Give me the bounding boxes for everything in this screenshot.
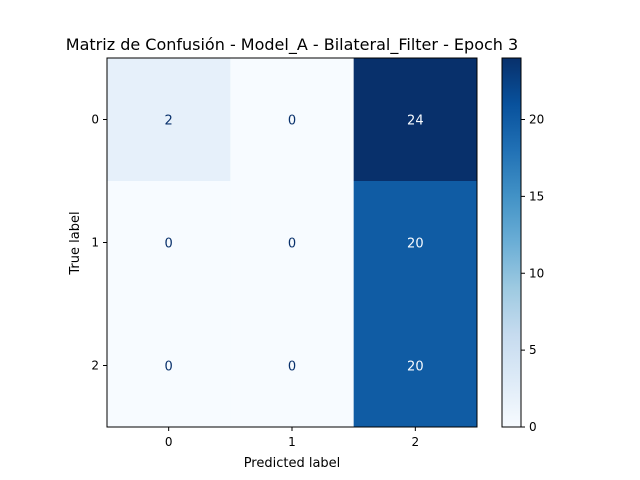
y-tick-label: 1 [91,236,99,250]
chart-title: Matriz de Confusión - Model_A - Bilatera… [66,35,518,55]
colorbar-ticks: 0 5 10 15 20 [521,113,544,434]
heatmap-cell [353,304,478,428]
heatmap-cell [230,181,355,305]
cell-value-label: 24 [407,114,424,129]
cell-value-label: 0 [288,237,296,252]
cell-value-label: 0 [165,360,173,375]
colorbar [501,57,522,428]
x-axis-label: Predicted label [244,456,341,471]
heatmap-cell [230,58,355,182]
x-axis-ticks: 0 1 2 [165,427,419,449]
cell-value-label: 20 [407,360,424,375]
y-axis-label: True label [68,211,83,275]
x-tick-label: 1 [288,435,296,449]
heatmap-cell [353,58,478,182]
cell-value-label: 0 [288,360,296,375]
cell-value-label: 2 [165,114,173,129]
heatmap-cell [107,304,231,428]
colorbar-tick-label: 0 [529,420,537,434]
heatmap-cell [353,181,478,305]
heatmap-cell [230,304,355,428]
y-tick-label: 2 [91,359,99,373]
heatmap-cell [107,181,231,305]
cell-value-label: 0 [165,237,173,252]
heatmap-cell [107,58,231,182]
y-axis-ticks: 0 1 2 [91,113,107,373]
colorbar-tick-label: 10 [529,266,544,280]
x-tick-label: 0 [165,435,173,449]
colorbar-tick-label: 15 [529,189,544,203]
y-tick-label: 0 [91,113,99,127]
cell-value-label: 0 [288,114,296,129]
x-tick-label: 2 [412,435,420,449]
cell-value-label: 20 [407,237,424,252]
colorbar-tick-label: 20 [529,113,544,127]
colorbar-tick-label: 5 [529,343,537,357]
heatmap-cells [107,58,478,428]
cell-value-labels: 2 0 240 0 200 0 20 [165,114,424,375]
